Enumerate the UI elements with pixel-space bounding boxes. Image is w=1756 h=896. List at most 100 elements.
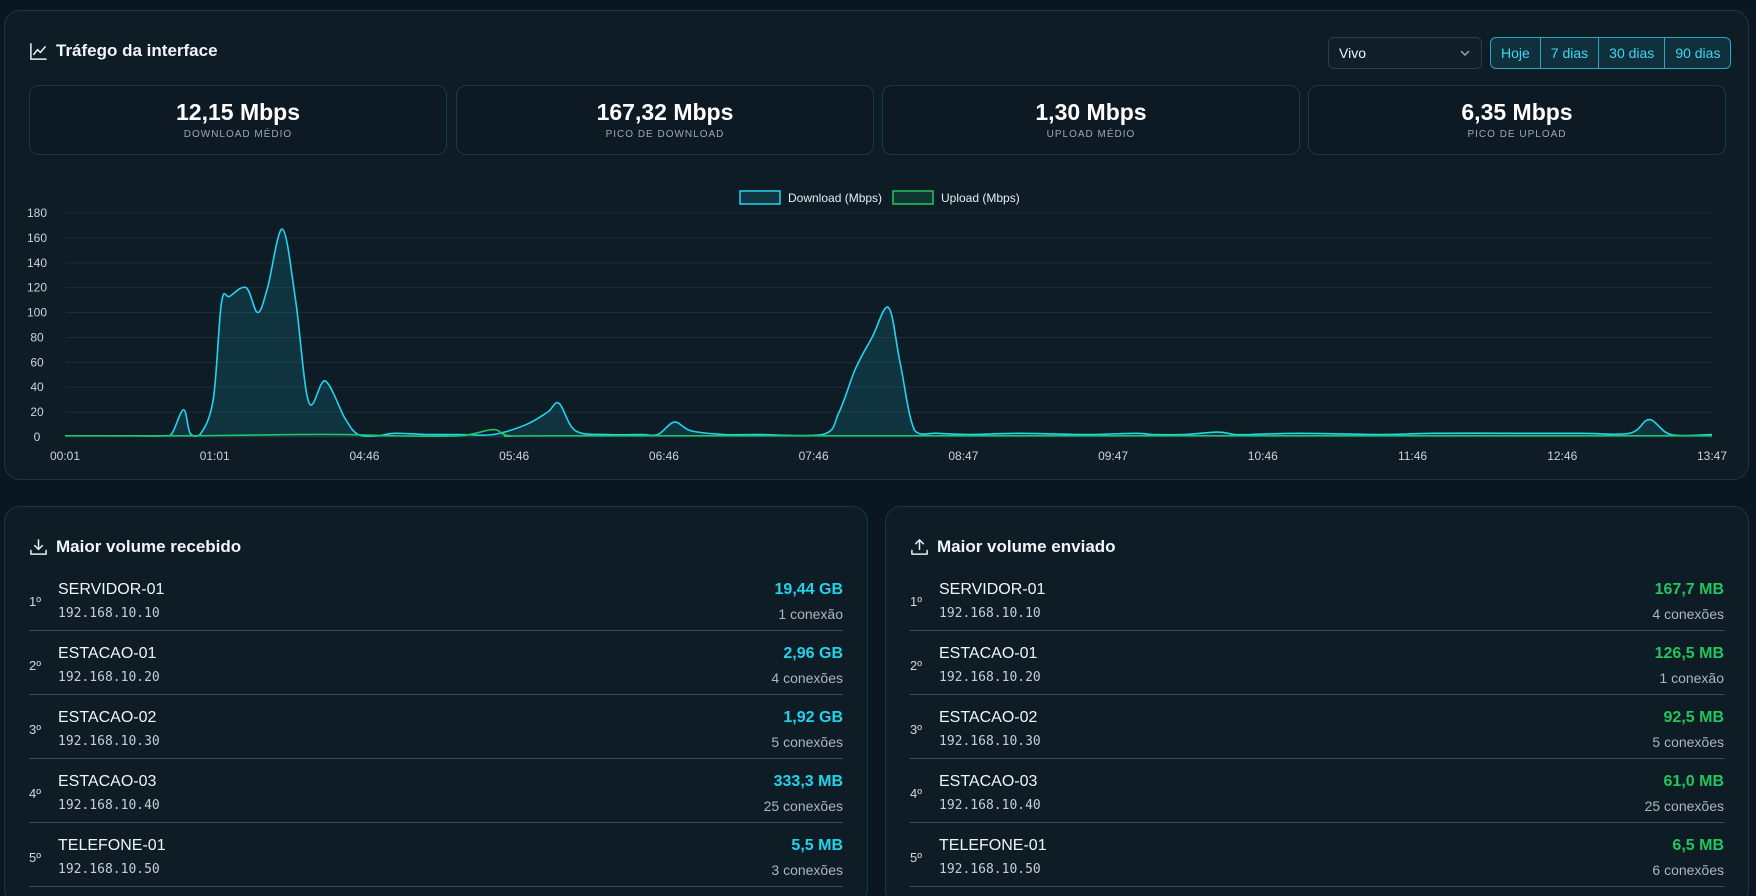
rank-position: 1º (910, 594, 922, 609)
sent-panel: Maior volume enviado 1º SERVIDOR-01 192.16… (885, 506, 1749, 896)
rank-position: 3º (910, 722, 922, 737)
y-tick-label: 20 (30, 405, 44, 419)
list-item: 2º ESTACAO-01 192.168.10.20 126,5 MB 1 conex… (910, 631, 1724, 695)
connection-count: 4 conexões (1652, 606, 1724, 622)
range-7-days-button[interactable]: 7 dias (1541, 38, 1600, 68)
legend-upload-label: Upload (Mbps) (941, 191, 1020, 205)
volume-value: 92,5 MB (1663, 709, 1724, 726)
host-ip: 192.168.10.20 (939, 670, 1041, 685)
list-item: 5º TELEFONE-01 192.168.10.50 5,5 MB 3 conexõ… (29, 823, 843, 887)
x-tick-label: 09:47 (1098, 449, 1128, 463)
list-item: 2º ESTACAO-01 192.168.10.20 2,96 GB 4 conexõ… (29, 631, 843, 695)
rank-position: 4º (910, 786, 922, 801)
volume-value: 167,7 MB (1654, 581, 1724, 598)
host-ip: 192.168.10.50 (58, 862, 160, 877)
received-title-text: Maior volume recebido (56, 537, 242, 556)
x-tick-label: 07:46 (799, 449, 829, 463)
legend-download-label: Download (Mbps) (788, 191, 882, 205)
sent-title-text: Maior volume enviado (937, 537, 1116, 556)
stat-card-peak-download: 167,32 Mbps PICO DE DOWNLOAD (456, 85, 874, 155)
connection-count: 1 conexão (1659, 670, 1724, 686)
host-name: TELEFONE-01 (58, 837, 166, 854)
list-item: 4º ESTACAO-03 192.168.10.40 333,3 MB 25 cone… (29, 759, 843, 823)
x-tick-label: 05:46 (499, 449, 529, 463)
volume-value: 1,92 GB (783, 709, 843, 726)
connection-count: 25 conexões (1644, 798, 1724, 814)
connection-count: 5 conexões (1652, 734, 1724, 750)
rank-position: 1º (29, 594, 41, 609)
received-title: Maior volume recebido (29, 537, 241, 557)
x-tick-label: 11:46 (1398, 449, 1427, 463)
range-30-days-button[interactable]: 30 dias (1599, 38, 1666, 68)
mode-select-value: Vivo (1339, 45, 1366, 61)
volume-value: 6,5 MB (1672, 837, 1724, 854)
stat-label: DOWNLOAD MÉDIO (183, 128, 293, 140)
volume-value: 2,96 GB (783, 645, 843, 662)
connection-count: 25 conexões (763, 798, 843, 814)
download-area (65, 229, 1712, 437)
volume-value: 126,5 MB (1654, 645, 1724, 662)
host-name: ESTACAO-03 (939, 773, 1038, 790)
stat-card-avg-download: 12,15 Mbps DOWNLOAD MÉDIO (29, 85, 447, 155)
received-list: 1º SERVIDOR-01 192.168.10.10 19,44 GB 1 cone… (29, 567, 843, 887)
list-item: 1º SERVIDOR-01 192.168.10.10 167,7 MB 4 cone… (910, 567, 1724, 631)
stat-value: 6,35 Mbps (1461, 99, 1573, 126)
host-name: ESTACAO-01 (58, 645, 157, 662)
host-ip: 192.168.10.30 (939, 734, 1041, 749)
stat-label: UPLOAD MÉDIO (1046, 128, 1136, 140)
mode-select[interactable]: Vivo (1328, 37, 1482, 69)
rank-position: 4º (29, 786, 41, 801)
connection-count: 3 conexões (771, 862, 843, 878)
list-item: 3º ESTACAO-02 192.168.10.30 92,5 MB 5 conexõ… (910, 695, 1724, 759)
y-tick-label: 120 (27, 281, 47, 295)
range-today-button[interactable]: Hoje (1491, 38, 1541, 68)
sent-list: 1º SERVIDOR-01 192.168.10.10 167,7 MB 4 cone… (910, 567, 1724, 887)
stat-value: 167,32 Mbps (596, 99, 734, 126)
chevron-down-icon (1460, 50, 1470, 56)
legend-download-swatch (739, 190, 781, 205)
stat-card-avg-upload: 1,30 Mbps UPLOAD MÉDIO (882, 85, 1300, 155)
volume-value: 5,5 MB (791, 837, 843, 854)
stat-label: PICO DE UPLOAD (1467, 128, 1567, 140)
legend-upload-swatch (892, 190, 934, 205)
y-tick-label: 140 (27, 256, 47, 270)
host-name: ESTACAO-01 (939, 645, 1038, 662)
x-tick-label: 10:46 (1248, 449, 1278, 463)
host-ip: 192.168.10.10 (58, 606, 160, 621)
received-panel: Maior volume recebido 1º SERVIDOR-01 192.1… (4, 506, 868, 896)
y-tick-label: 80 (30, 330, 44, 344)
y-tick-label: 0 (34, 430, 41, 444)
host-ip: 192.168.10.50 (939, 862, 1041, 877)
range-selector: Hoje 7 dias 30 dias 90 dias (1490, 37, 1732, 69)
rank-position: 3º (29, 722, 41, 737)
list-item: 1º SERVIDOR-01 192.168.10.10 19,44 GB 1 cone… (29, 567, 843, 631)
host-ip: 192.168.10.20 (58, 670, 160, 685)
host-name: ESTACAO-03 (58, 773, 157, 790)
stat-label: PICO DE DOWNLOAD (605, 128, 725, 140)
host-ip: 192.168.10.10 (939, 606, 1041, 621)
y-tick-label: 160 (27, 231, 47, 245)
host-name: SERVIDOR-01 (939, 581, 1046, 598)
x-tick-label: 06:46 (649, 449, 679, 463)
volume-value: 61,0 MB (1663, 773, 1724, 790)
x-tick-label: 04:46 (349, 449, 379, 463)
list-item: 4º ESTACAO-03 192.168.10.40 61,0 MB 25 conex… (910, 759, 1724, 823)
x-tick-label: 00:01 (50, 449, 80, 463)
host-name: SERVIDOR-01 (58, 581, 165, 598)
y-tick-label: 100 (27, 306, 47, 320)
host-name: ESTACAO-02 (939, 709, 1038, 726)
host-name: TELEFONE-01 (939, 837, 1047, 854)
list-item: 3º ESTACAO-02 192.168.10.30 1,92 GB 5 conexõ… (29, 695, 843, 759)
stat-value: 12,15 Mbps (176, 99, 300, 126)
traffic-chart: 0 20 40 60 80 100 120 140 160 180 00:01 01:01 04:46 0… (27, 190, 1727, 463)
rank-position: 5º (29, 850, 41, 865)
connection-count: 6 conexões (1652, 862, 1724, 878)
traffic-panel: Tráfego da interface Vivo Hoje 7 dias 30… (4, 10, 1749, 480)
stat-card-peak-upload: 6,35 Mbps PICO DE UPLOAD (1308, 85, 1726, 155)
download-series-line (65, 228, 1713, 438)
host-ip: 192.168.10.30 (58, 734, 160, 749)
x-tick-label: 01:01 (200, 449, 230, 463)
list-item: 5º TELEFONE-01 192.168.10.50 6,5 MB 6 conexõ… (910, 823, 1724, 887)
upload-icon (911, 538, 928, 555)
range-90-days-button[interactable]: 90 dias (1675, 45, 1721, 61)
